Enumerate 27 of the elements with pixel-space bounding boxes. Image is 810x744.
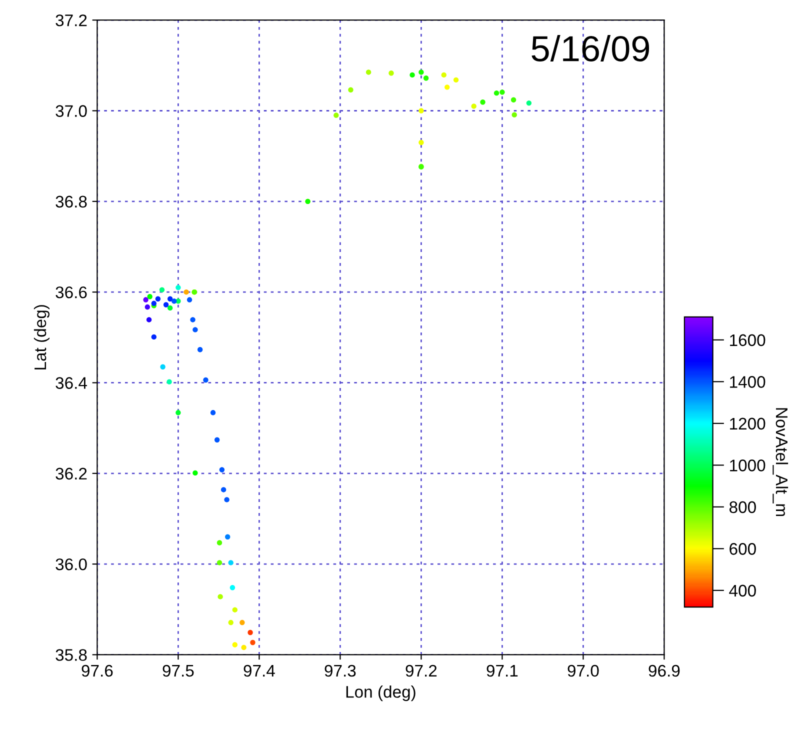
color-bar-label: 1000	[730, 460, 766, 472]
x-axis-title: Lon (deg)	[346, 686, 416, 702]
x-tick-label: 97.6	[82, 664, 113, 677]
y-tick-label: 36.6	[56, 286, 87, 298]
y-tick-label: 36.8	[56, 196, 87, 208]
y-axis-title: Lat (deg)	[34, 305, 50, 370]
x-tick-label: 97.2	[406, 664, 437, 677]
y-tick-label: 36.0	[56, 558, 87, 570]
x-tick-label: 97.3	[324, 664, 356, 677]
y-tick-label: 35.8	[56, 649, 87, 661]
x-tick-label: 97.5	[162, 664, 194, 677]
x-tick-label: 97.1	[486, 664, 518, 677]
color-bar-label: 1400	[730, 376, 766, 388]
color-bar-title: NovAtel_Alt_m	[772, 408, 788, 516]
x-tick-label: 96.9	[648, 664, 680, 677]
y-tick-label: 37.0	[56, 105, 87, 117]
color-bar-label: 1600	[730, 334, 766, 346]
y-tick-label: 37.2	[56, 14, 87, 26]
annotation: 5/16/09	[532, 34, 650, 62]
color-bar-label: 1200	[730, 418, 766, 430]
y-tick-label: 36.4	[56, 377, 87, 389]
color-bar-label: 800	[729, 501, 756, 514]
x-tick-label: 97.4	[244, 664, 275, 677]
color-bar-label: 600	[730, 543, 756, 555]
y-tick-label: 36.2	[56, 468, 87, 480]
color-bar-label: 400	[729, 584, 756, 597]
x-tick-label: 97.0	[568, 664, 599, 677]
